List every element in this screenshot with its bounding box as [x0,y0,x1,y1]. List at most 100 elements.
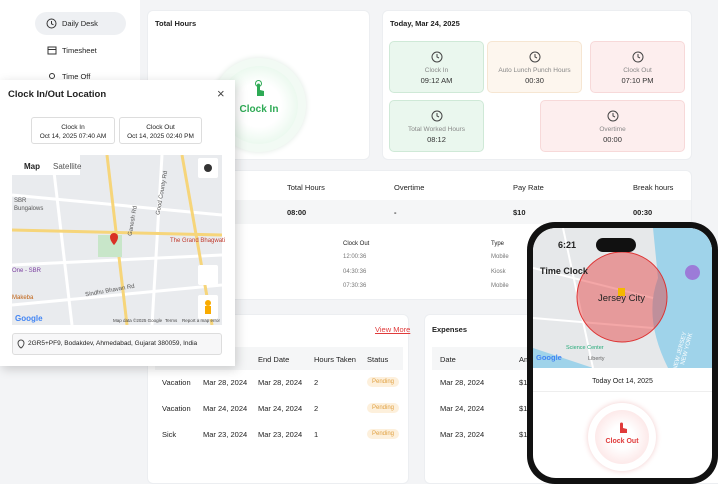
card-title: Total Hours [155,19,197,28]
status-badge: Pending [367,377,400,387]
tile-value: 07:10 PM [621,76,654,85]
hand-icon [255,80,264,96]
cell: $1 [519,378,528,387]
map-label: Bungalows [14,206,44,212]
value: Oct 14, 2025 02:40 PM [127,133,194,140]
column-header: Overtime [394,183,425,192]
tile-label: Overtime [599,126,626,133]
column-header: Date [440,355,456,364]
map-logo: Google [15,314,43,323]
column-header: Pay Rate [513,183,544,192]
value: Oct 14, 2025 07:40 AM [39,133,107,140]
map-label: Science Center [566,345,604,351]
phone-map [533,228,712,368]
stat-tile: Clock Out 07:10 PM [590,41,685,93]
cell: Mar 24, 2024 [203,404,248,413]
cell: Mar 28, 2024 [258,378,303,387]
cell: 04:30:36 [343,268,367,275]
tile-icon [632,51,643,63]
column-header: Hours Taken [314,355,356,364]
column-header: End Date [258,355,290,364]
tile-label: Clock Out [623,67,652,74]
cell: Mar 24, 2024 [258,404,303,413]
cell: Vacation [162,404,191,413]
hand-icon [620,422,627,433]
pin-icon [17,339,25,349]
cell: Mar 28, 2024 [203,378,248,387]
cell: Mobile [491,283,509,289]
cell: 00:30 [633,208,653,217]
cell: Mar 23, 2024 [258,430,303,439]
phone-date: Today Oct 14, 2025 [533,372,712,392]
tile-icon [431,110,442,122]
stat-tile: Overtime 00:00 [540,100,685,152]
clock-in-box: Clock In Oct 14, 2025 07:40 AM [31,117,115,144]
map [12,155,222,325]
cell: Mar 28, 2024 [440,378,485,387]
status-badge: Pending [367,429,400,439]
tile-value: 00:00 [603,135,622,144]
clock-out-button[interactable] [595,410,649,464]
stat-tile: Clock In 09:12 AM [389,41,484,93]
label: Clock Out [146,124,175,131]
card-title: Today, Mar 24, 2025 [390,19,460,28]
tile-value: 09:12 AM [420,76,453,85]
tile-label: Auto Lunch Punch Hours [498,67,571,74]
clock-icon [46,18,57,29]
cell: Kiosk [491,268,506,275]
clock-in-label: Clock In [239,104,279,115]
cell: 2 [314,378,319,387]
row-band [148,200,691,224]
label: Clock In [61,124,85,131]
tile-label: Clock In [424,67,449,74]
stat-tile: Total Worked Hours 08:12 [389,100,484,152]
cell: - [394,208,397,217]
cell: Mar 24, 2024 [440,404,485,413]
phone-title: Time Clock [540,266,588,276]
column-header: Total Hours [287,183,325,192]
map-tab[interactable]: Satellite [53,162,82,171]
tile-icon [529,51,540,63]
map-label: The Grand Bhagwati [170,238,226,244]
nav-item[interactable]: Timesheet [62,46,97,55]
sun-icon [49,73,55,79]
cell: 12:00:36 [343,254,367,260]
dynamic-island [596,238,636,252]
address-box [12,333,222,355]
map-tab[interactable]: Map [24,162,40,171]
tile-value: 08:12 [427,135,446,144]
cell: $10 [513,208,526,217]
nav-active[interactable] [35,12,126,35]
map-label: Liberty [588,356,605,362]
card-title: Expenses [432,325,468,334]
modal-title: Clock In/Out Location [8,89,107,100]
column-header: Break hours [633,183,674,192]
map-label: One - SBR [12,268,42,274]
cell: $1 [519,404,528,413]
stat-tile: Auto Lunch Punch Hours 00:30 [487,41,582,93]
cell: Mobile [491,254,509,260]
nav-item[interactable]: Daily Desk [62,19,98,28]
calendar-icon [47,46,57,55]
tile-icon [607,110,618,122]
cell: 07:30:36 [343,283,367,289]
tile-icon [431,51,442,63]
close-button[interactable]: × [217,86,225,101]
phone-screen: 6:21 Time Clock Jersey City Liberty Scie… [533,228,712,478]
nav-item[interactable]: Time Off [62,72,91,81]
clock-out-box: Clock Out Oct 14, 2025 02:40 PM [119,117,202,144]
status-time: 6:21 [558,240,577,250]
cell: Sick [162,430,177,439]
map-report[interactable]: Report a map error [182,318,221,323]
tile-label: Total Worked Hours [408,126,465,133]
map-attribution: Map data ©2025 Google [113,318,163,323]
cell: Mar 23, 2024 [203,430,248,439]
view-more-link[interactable]: View More [375,325,411,334]
cell: Mar 23, 2024 [440,430,485,439]
avatar[interactable] [685,265,700,280]
map-terms[interactable]: Terms [165,318,178,323]
column-header: Status [367,355,389,364]
tile-value: 00:30 [525,76,544,85]
column-header: Type [491,241,505,247]
